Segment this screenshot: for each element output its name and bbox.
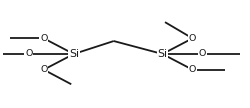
Text: O: O [199,49,206,59]
Text: O: O [189,34,196,43]
Text: Si: Si [69,49,79,59]
Text: O: O [25,49,32,59]
Text: Si: Si [158,49,168,59]
Text: O: O [189,65,196,74]
Text: O: O [40,34,48,43]
Text: O: O [40,65,48,74]
